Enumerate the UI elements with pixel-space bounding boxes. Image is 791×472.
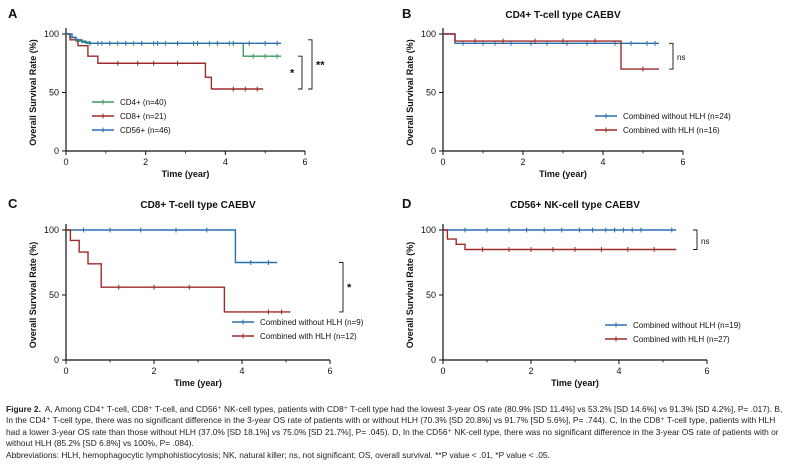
significance-annotations: ns xyxy=(693,229,709,250)
significance-label: ns xyxy=(701,237,709,246)
x-tick-label: 4 xyxy=(239,366,244,376)
significance-annotations: * xyxy=(339,262,352,313)
figure-caption: Figure 2. A, Among CD4⁺ T-cell, CD8⁺ T-ce… xyxy=(6,404,786,461)
caption-paragraph: Figure 2. A, Among CD4⁺ T-cell, CD8⁺ T-ce… xyxy=(6,404,786,450)
significance-bracket xyxy=(669,42,674,70)
survival-curve xyxy=(66,33,282,45)
panel-b: B CD4+ T-cell type CAEBV 0 2 4 6 0 50 100 Time (y… xyxy=(402,6,731,179)
legend-entry: CD4+ (n=40) xyxy=(120,98,167,107)
x-tick-label: 6 xyxy=(327,366,332,376)
significance-label: * xyxy=(347,282,352,294)
y-tick-label: 50 xyxy=(49,290,59,300)
legend: CD4+ (n=40) CD8+ (n=21) CD56+ (n=46) xyxy=(92,98,171,135)
survival-curve xyxy=(66,229,291,313)
x-tick-label: 4 xyxy=(223,157,228,167)
panel-a: A 0 2 4 6 0 50 100 Time (year) Overall Survival R… xyxy=(8,6,325,179)
x-tick-label: 0 xyxy=(440,157,445,167)
legend-entry: Combined without HLH (n=24) xyxy=(623,112,731,121)
series-1 xyxy=(66,33,282,59)
y-axis-label: Overall Survival Rate (%) xyxy=(405,242,415,349)
y-tick-label: 50 xyxy=(49,88,59,98)
series-1 xyxy=(443,227,677,233)
y-tick-label: 100 xyxy=(44,225,59,235)
panel-letter: D xyxy=(402,196,411,211)
x-tick-label: 4 xyxy=(600,157,605,167)
y-tick-label: 0 xyxy=(54,355,59,365)
y-tick-label: 100 xyxy=(421,29,436,39)
x-tick-label: 6 xyxy=(680,157,685,167)
y-tick-label: 50 xyxy=(426,290,436,300)
panel-c: C CD8+ T-cell type CAEBV 0 2 4 6 0 50 100 Time (y… xyxy=(8,196,364,388)
legend-entry: Combined without HLH (n=9) xyxy=(260,318,364,327)
survival-curve xyxy=(66,229,278,264)
legend-entry: CD8+ (n=21) xyxy=(120,112,167,121)
x-axis-label: Time (year) xyxy=(174,378,222,388)
series-3 xyxy=(66,33,282,46)
y-tick-label: 50 xyxy=(426,88,436,98)
chart-title: CD4+ T-cell type CAEBV xyxy=(505,10,621,21)
x-tick-label: 4 xyxy=(616,366,621,376)
y-tick-label: 100 xyxy=(44,29,59,39)
caption-text: A, Among CD4⁺ T-cell, CD8⁺ T-cell, and C… xyxy=(6,404,783,449)
y-tick-label: 0 xyxy=(431,146,436,156)
legend: Combined without HLH (n=24) Combined with… xyxy=(595,112,731,135)
chart-title: CD56+ NK-cell type CAEBV xyxy=(510,200,640,211)
series-1 xyxy=(66,227,278,265)
legend-entry: Combined with HLH (n=27) xyxy=(633,335,730,344)
x-axis-label: Time (year) xyxy=(539,169,587,179)
x-tick-label: 0 xyxy=(63,157,68,167)
panel-letter: C xyxy=(8,196,18,211)
legend-entry: Combined with HLH (n=16) xyxy=(623,126,720,135)
chart-title: CD8+ T-cell type CAEBV xyxy=(140,200,256,211)
y-tick-label: 0 xyxy=(431,355,436,365)
significance-bracket xyxy=(339,262,344,313)
x-tick-label: 0 xyxy=(440,366,445,376)
survival-curve xyxy=(443,33,659,70)
series-2 xyxy=(443,33,659,72)
y-axis-label: Overall Survival Rate (%) xyxy=(28,242,38,349)
series-2 xyxy=(66,229,291,315)
x-tick-label: 2 xyxy=(143,157,148,167)
legend: Combined without HLH (n=19) Combined with… xyxy=(605,321,741,344)
x-tick-label: 2 xyxy=(151,366,156,376)
significance-label: * xyxy=(290,68,295,80)
significance-bracket xyxy=(308,39,313,90)
significance-bracket xyxy=(298,55,303,90)
series-2 xyxy=(66,33,264,92)
panel-letter: A xyxy=(8,6,18,21)
y-tick-label: 0 xyxy=(54,146,59,156)
caption-figure-label: Figure 2. xyxy=(6,404,41,414)
y-axis-label: Overall Survival Rate (%) xyxy=(405,39,415,146)
legend: Combined without HLH (n=9) Combined with … xyxy=(232,318,364,341)
x-tick-label: 0 xyxy=(63,366,68,376)
x-tick-label: 2 xyxy=(520,157,525,167)
significance-annotations: ns xyxy=(669,42,685,70)
x-axis-label: Time (year) xyxy=(162,169,210,179)
survival-curve xyxy=(443,229,677,251)
series-2 xyxy=(443,229,677,252)
panel-d: D CD56+ NK-cell type CAEBV 0 2 4 6 0 50 100 Time … xyxy=(402,196,741,388)
x-tick-label: 2 xyxy=(528,366,533,376)
y-axis-label: Overall Survival Rate (%) xyxy=(28,39,38,146)
significance-label: ** xyxy=(316,59,325,71)
panel-letter: B xyxy=(402,6,411,21)
significance-annotations: *** xyxy=(290,39,325,90)
x-axis-label: Time (year) xyxy=(551,378,599,388)
significance-label: ns xyxy=(677,53,685,62)
y-tick-label: 100 xyxy=(421,225,436,235)
legend-entry: Combined with HLH (n=12) xyxy=(260,332,357,341)
survival-curve xyxy=(66,33,264,90)
caption-abbreviations: Abbreviations: HLH, hemophagocytic lymph… xyxy=(6,449,550,460)
x-tick-label: 6 xyxy=(704,366,709,376)
legend-entry: CD56+ (n=46) xyxy=(120,126,171,135)
x-tick-label: 6 xyxy=(302,157,307,167)
legend-entry: Combined without HLH (n=19) xyxy=(633,321,741,330)
significance-bracket xyxy=(693,229,698,250)
